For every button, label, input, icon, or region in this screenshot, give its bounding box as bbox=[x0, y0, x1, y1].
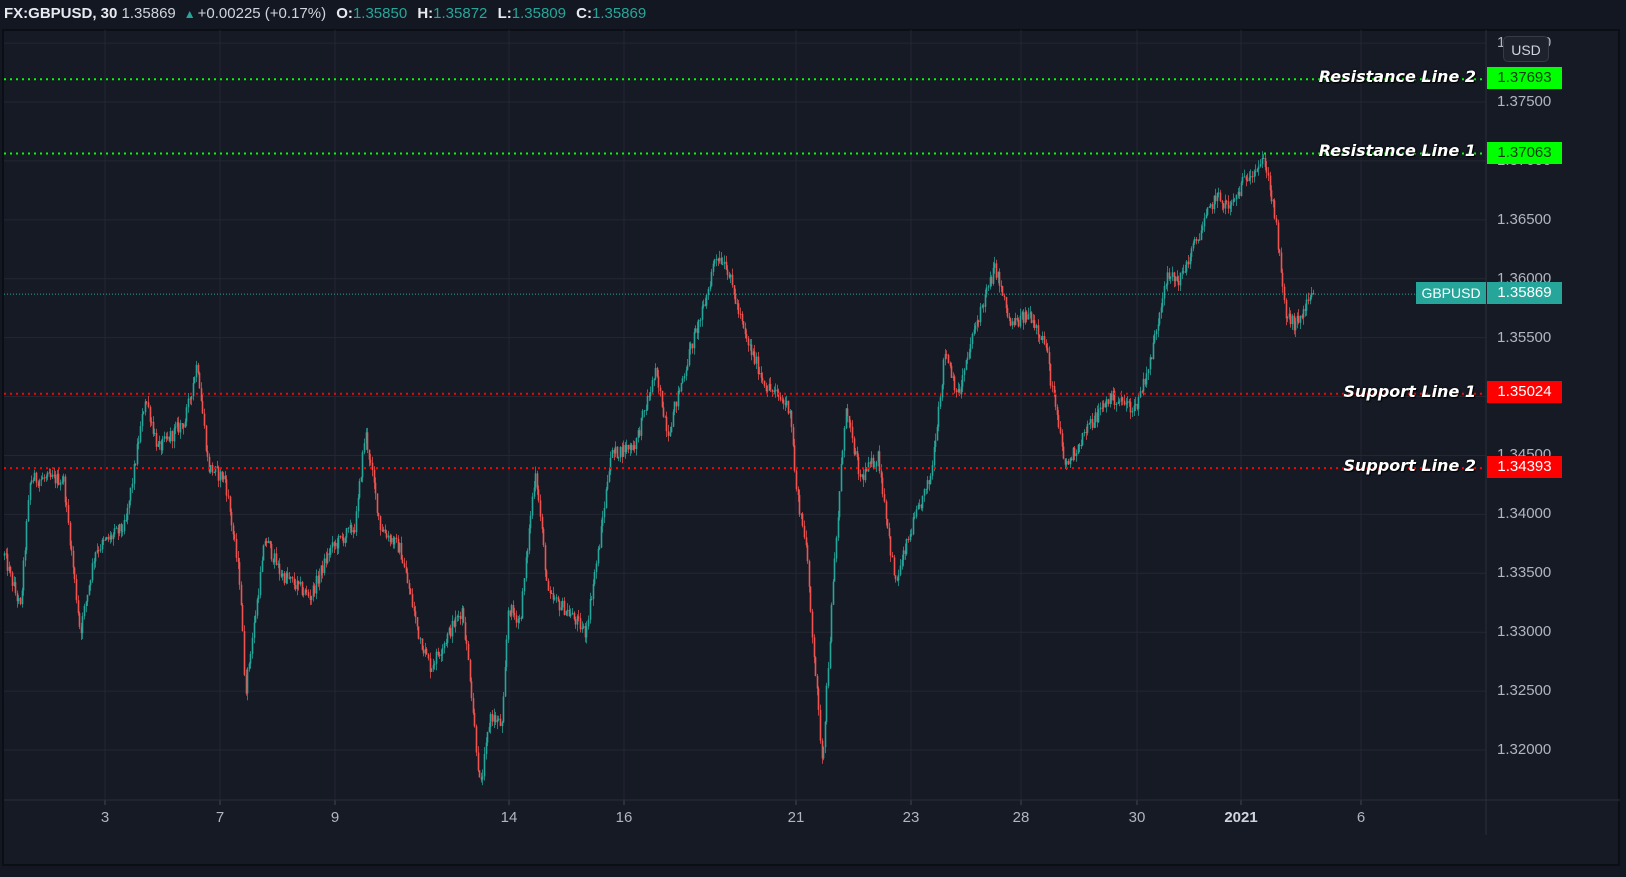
high-label: H: bbox=[417, 5, 434, 22]
high-value: 1.35872 bbox=[433, 5, 488, 22]
price-tick-label: 1.37500 bbox=[1497, 93, 1552, 110]
current-symbol-tag: GBPUSD bbox=[1416, 282, 1486, 304]
support-line-1-label[interactable]: Support Line 1 bbox=[1343, 382, 1476, 401]
time-tick-label: 28 bbox=[1012, 809, 1030, 826]
time-tick-label: 2021 bbox=[1224, 809, 1258, 826]
open-label: O: bbox=[336, 5, 353, 22]
price-tick-label: 1.35500 bbox=[1497, 328, 1552, 346]
resistance-line-2-price: 1.37693 bbox=[1487, 67, 1562, 89]
price-tick-label: 1.33000 bbox=[1497, 623, 1552, 641]
price-tick-label: 1.32500 bbox=[1497, 682, 1552, 700]
price-tick-label: 1.33500 bbox=[1497, 564, 1552, 582]
time-tick-label: 16 bbox=[615, 809, 633, 826]
resistance-line-1-price: 1.37063 bbox=[1487, 142, 1562, 164]
price-change: +0.00225 (+0.17%) bbox=[197, 5, 327, 22]
time-tick-label: 3 bbox=[100, 809, 110, 826]
symbol-title[interactable]: FX:GBPUSD, 30 bbox=[4, 5, 118, 22]
price-tick-label: 1.32000 bbox=[1497, 741, 1552, 758]
time-tick-label: 23 bbox=[902, 809, 920, 826]
chart-pane[interactable] bbox=[2, 29, 1620, 866]
open-value: 1.35850 bbox=[352, 5, 408, 22]
time-tick-label: 9 bbox=[330, 809, 340, 826]
time-tick-label: 30 bbox=[1128, 809, 1146, 826]
close-value: 1.35869 bbox=[591, 5, 647, 22]
price-tick-label: 1.34000 bbox=[1497, 505, 1552, 523]
candles bbox=[3, 151, 1315, 786]
price-tick-label: 1.36500 bbox=[1497, 210, 1552, 228]
horizontal-lines bbox=[4, 78, 1486, 470]
low-label: L: bbox=[497, 5, 512, 22]
time-tick-label: 21 bbox=[787, 809, 805, 826]
support-line-2-label[interactable]: Support Line 2 bbox=[1343, 456, 1476, 475]
currency-badge[interactable]: USD bbox=[1503, 36, 1549, 62]
time-tick-label: 7 bbox=[215, 809, 225, 826]
support-line-1-price: 1.35024 bbox=[1487, 381, 1562, 403]
low-value: 1.35809 bbox=[511, 5, 566, 22]
grid-lines bbox=[4, 30, 1486, 805]
time-tick-label: 6 bbox=[1356, 809, 1366, 826]
current-price-tag: 1.35869 bbox=[1487, 282, 1562, 304]
resistance-line-1-label[interactable]: Resistance Line 1 bbox=[1318, 141, 1476, 160]
time-tick-label: 14 bbox=[500, 809, 518, 826]
close-label: C: bbox=[576, 5, 592, 22]
support-line-2-price: 1.34393 bbox=[1487, 456, 1562, 478]
triangle-up-icon: ▲ bbox=[183, 7, 196, 21]
resistance-line-2-label[interactable]: Resistance Line 2 bbox=[1318, 67, 1476, 86]
last-price: 1.35869 bbox=[121, 5, 176, 22]
symbol-legend: FX:GBPUSD, 30 1.35869 ▲ +0.00225 (+0.17%) … bbox=[4, 3, 652, 25]
